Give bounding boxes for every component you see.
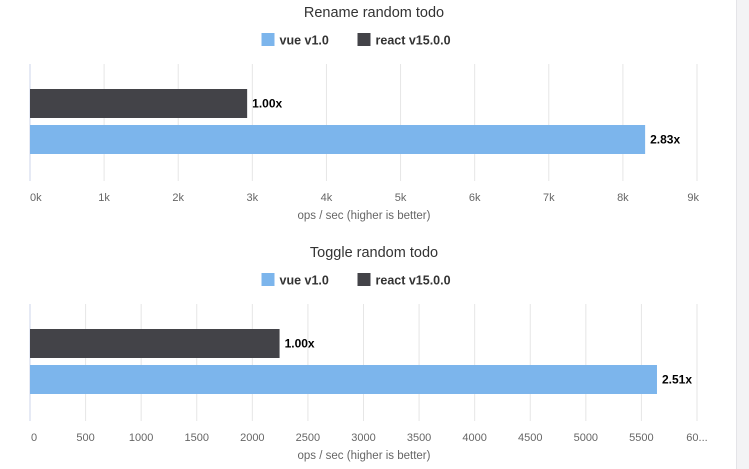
chart2-tick-label: 500 [76,432,94,444]
chart1-legend-swatch-vue[interactable] [261,33,275,46]
chart1-tick-label: 7k [543,192,555,204]
chart1-bar-react[interactable] [30,89,248,118]
chart2-axis-title: ops / sec (higher is better) [298,450,431,462]
chart1-tick-label: 0k [30,192,42,204]
chart1-legend-label-react[interactable]: react v15.0.0 [376,34,451,48]
chart1-tick-label: 1k [98,192,110,204]
chart1-tick-label: 6k [469,192,481,204]
chart2-tick-label: 4000 [462,432,486,444]
chart1-tick-label: 4k [321,192,333,204]
chart2-tick-label: 2500 [296,432,320,444]
chart2-data-label-vue: 2.51x [662,373,692,387]
chart1-axis-title: ops / sec (higher is better) [298,210,431,222]
chart1-tick-label: 3k [247,192,259,204]
chart2-title: Toggle random todo [310,245,438,261]
chart2-tick-label: 1000 [129,432,153,444]
chart2-tick-label: 5500 [629,432,653,444]
chart2-data-label-react: 1.00x [285,337,315,351]
chart2-tick-label: 1500 [185,432,209,444]
chart1-tick-label: 2k [172,192,184,204]
page-edge [736,0,749,469]
chart2-bar-vue[interactable] [30,365,657,394]
chart2-tick-label: 3500 [407,432,431,444]
chart1-title: Rename random todo [304,5,444,21]
chart1-data-label-vue: 2.83x [650,133,680,147]
chart2-bar-react[interactable] [30,329,280,358]
chart2-tick-label: 5000 [574,432,598,444]
chart1-tick-label: 9k [687,192,699,204]
chart2-legend-label-react[interactable]: react v15.0.0 [376,274,451,288]
chart2-legend-label-vue[interactable]: vue v1.0 [280,274,329,288]
chart2-tick-label: 60... [686,432,707,444]
chart2-legend-swatch-vue[interactable] [261,273,275,286]
chart2-tick-label: 2000 [240,432,264,444]
chart2-legend-swatch-react[interactable] [357,273,371,286]
chart1-legend-swatch-react[interactable] [357,33,371,46]
chart1-tick-label: 8k [617,192,629,204]
chart2-tick-label: 4500 [518,432,542,444]
chart1-data-label-react: 1.00x [252,97,282,111]
chart1-tick-label: 5k [395,192,407,204]
chart2-tick-label: 3000 [351,432,375,444]
chart1-legend-label-vue[interactable]: vue v1.0 [280,34,329,48]
chart2-tick-label: 0 [31,432,37,444]
chart1-bar-vue[interactable] [30,125,646,154]
